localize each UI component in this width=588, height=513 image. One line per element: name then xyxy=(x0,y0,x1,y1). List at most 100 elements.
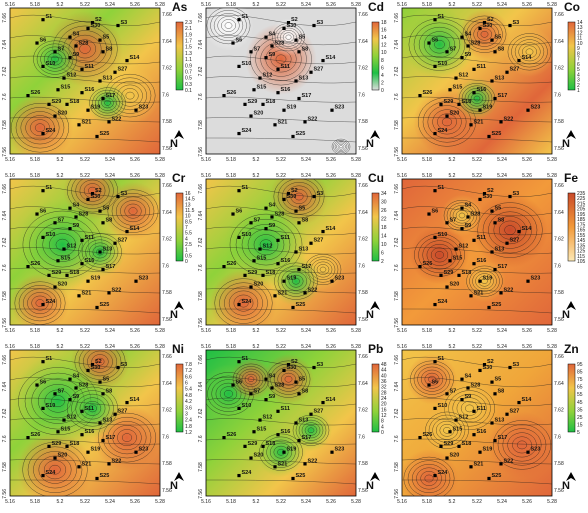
contour-line xyxy=(402,206,552,217)
contour-line xyxy=(493,216,527,245)
contour-line xyxy=(10,438,160,445)
station-label: S9 xyxy=(465,52,472,58)
contour-line xyxy=(120,200,146,223)
station-label: S24 xyxy=(438,470,449,476)
station-marker xyxy=(65,102,69,106)
contour-line xyxy=(274,25,303,49)
station-marker xyxy=(237,18,241,22)
contour-line xyxy=(206,308,356,314)
station-label: S1 xyxy=(46,185,53,191)
station-marker xyxy=(237,189,241,193)
y-tick-label: 7.56 xyxy=(394,147,400,157)
element-title: Fe xyxy=(564,171,579,185)
station-label: S27 xyxy=(510,67,520,73)
x-tick-label: 5.18 xyxy=(226,499,236,505)
station-marker xyxy=(68,227,72,231)
station-marker xyxy=(249,456,253,460)
station-marker xyxy=(243,273,247,277)
x-tick-label: 5.24 xyxy=(105,499,115,505)
contour-line xyxy=(458,212,466,219)
station-label: S3 xyxy=(121,362,128,368)
contour-line xyxy=(472,270,497,292)
station-marker xyxy=(101,96,105,101)
concentration-hotspot xyxy=(472,192,548,268)
station-marker xyxy=(53,221,57,225)
concentration-hotspot xyxy=(421,405,473,456)
station-label: S18 xyxy=(462,99,472,105)
station-marker xyxy=(291,476,295,481)
station-label: S16 xyxy=(85,87,95,93)
station-marker xyxy=(222,265,226,269)
station-marker xyxy=(68,377,72,381)
x-tick-label: 5.2 xyxy=(57,2,64,8)
x-tick-label: 5.2 xyxy=(449,499,456,505)
colorbar-tick-label: 4 xyxy=(577,72,580,78)
station-label: S11 xyxy=(281,406,290,412)
north-arrow-icon xyxy=(370,472,380,481)
element-title: As xyxy=(172,0,188,14)
colorbar-tick-label: 0.5 xyxy=(185,76,192,82)
station-label: S29 xyxy=(52,99,62,105)
station-marker xyxy=(330,279,334,283)
station-label: S25 xyxy=(296,473,306,479)
station-marker xyxy=(252,259,256,263)
station-label: S29 xyxy=(248,270,258,276)
station-label: S4 xyxy=(73,32,81,38)
station-label: S1 xyxy=(438,14,445,20)
station-label: S6 xyxy=(432,380,439,386)
contour-line xyxy=(75,393,110,423)
station-marker xyxy=(53,114,57,118)
x-tick-label: 5.2 xyxy=(253,173,260,179)
station-label: S2 xyxy=(95,17,102,23)
station-marker xyxy=(303,291,307,295)
contour-line xyxy=(128,207,138,215)
concentration-hotspot xyxy=(29,33,81,85)
station-label: S9 xyxy=(269,394,276,400)
station-label: S14 xyxy=(326,55,337,61)
station-label: S12 xyxy=(263,244,273,250)
y-tick-label: 7.56 xyxy=(394,318,400,328)
station-marker xyxy=(26,436,30,440)
x-tick-label: 5.22 xyxy=(80,173,90,179)
y-tick-label: 7.6 xyxy=(2,435,8,442)
y-tick-label: 7.64 xyxy=(2,211,8,221)
station-label: S17 xyxy=(106,264,116,270)
station-label: S28 xyxy=(275,382,285,388)
station-label: S24 xyxy=(438,128,449,134)
contour-line xyxy=(402,418,552,426)
station-label: S7 xyxy=(450,388,457,394)
station-label: S17 xyxy=(106,435,116,441)
contour-line xyxy=(85,239,115,265)
contour-line xyxy=(402,14,552,26)
y-tick-label: 7.66 xyxy=(394,184,400,194)
station-marker xyxy=(237,235,241,239)
station-marker xyxy=(56,259,60,263)
station-marker xyxy=(490,380,494,384)
contour-line xyxy=(502,428,542,462)
colorbar-tick-label: 7.8 xyxy=(185,362,192,368)
station-marker xyxy=(276,91,280,95)
station-label: S13 xyxy=(299,247,309,253)
x-tick-label: 5.18 xyxy=(422,173,432,179)
station-marker xyxy=(493,96,497,101)
station-marker xyxy=(270,386,274,390)
colorbar-tick-label: 16 xyxy=(381,28,387,34)
station-marker xyxy=(249,285,253,289)
station-marker xyxy=(90,363,95,367)
contour-line xyxy=(206,418,356,426)
y-tick-label: 7.66 xyxy=(162,354,172,360)
station-label: S21 xyxy=(278,461,288,467)
station-marker xyxy=(231,383,235,387)
station-label: S8 xyxy=(302,217,309,223)
station-marker xyxy=(86,368,90,373)
y-tick-label: 7.6 xyxy=(554,92,561,98)
station-marker xyxy=(68,206,72,210)
contour-line xyxy=(262,436,300,468)
contour-line xyxy=(10,55,160,65)
station-marker xyxy=(134,279,138,283)
x-tick-label: 5.24 xyxy=(497,344,507,350)
colorbar-tick-label: 16 xyxy=(381,407,387,413)
colorbar-tick-label: 2 xyxy=(577,83,580,89)
y-tick-label: 7.58 xyxy=(198,462,204,472)
north-label: N xyxy=(170,138,178,150)
